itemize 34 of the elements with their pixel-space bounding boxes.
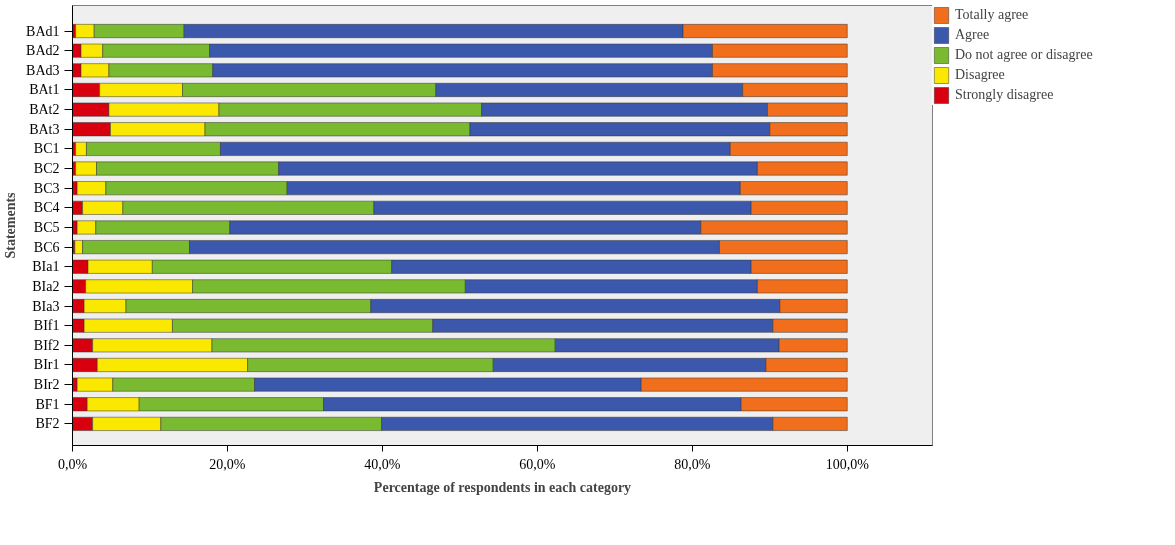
y-tick-label: BC4 [33,200,60,216]
x-tick-label: 0,0% [57,456,88,472]
y-tick-label: BC3 [33,180,60,196]
y-tick-label: BIa1 [32,259,60,275]
y-tick-label: BAd3 [26,62,60,78]
x-axis-title: Percentage of respondents in each category [373,479,632,495]
y-tick-label: BAd2 [26,43,60,59]
y-tick-label: BAt2 [29,102,60,118]
y-tick-label: BAt1 [29,82,60,98]
legend-label: Do not agree or disagree [955,46,1093,64]
y-axis-title: Statements [3,191,19,259]
y-tick-label: BAt3 [29,121,60,137]
x-tick-label: 80,0% [674,456,711,472]
y-tick-label: BC5 [33,219,60,235]
x-tick-label: 40,0% [364,456,401,472]
x-tick-label: 60,0% [519,456,556,472]
y-tick-label: BIr2 [33,377,60,393]
y-tick-label: BC6 [33,239,60,255]
y-tick-label: BAd1 [26,23,60,39]
x-tick-label: 20,0% [209,456,246,472]
legend-label: Agree [955,26,990,44]
y-tick-label: BIf2 [33,337,60,353]
y-tick-label: BIa3 [32,298,60,314]
legend-label: Totally agree [955,6,1029,24]
y-tick-label: BC1 [33,141,60,157]
legend-label: Strongly disagree [955,86,1054,104]
y-tick-label: BF1 [35,396,60,412]
y-tick-label: BIr1 [33,357,60,373]
legend-label: Disagree [955,66,1005,84]
y-tick-label: BF2 [35,416,60,432]
y-tick-label: BC2 [33,161,60,177]
x-tick-label: 100,0% [825,456,870,472]
y-tick-label: BIa2 [32,278,60,294]
y-tick-label: BIf1 [33,318,60,334]
